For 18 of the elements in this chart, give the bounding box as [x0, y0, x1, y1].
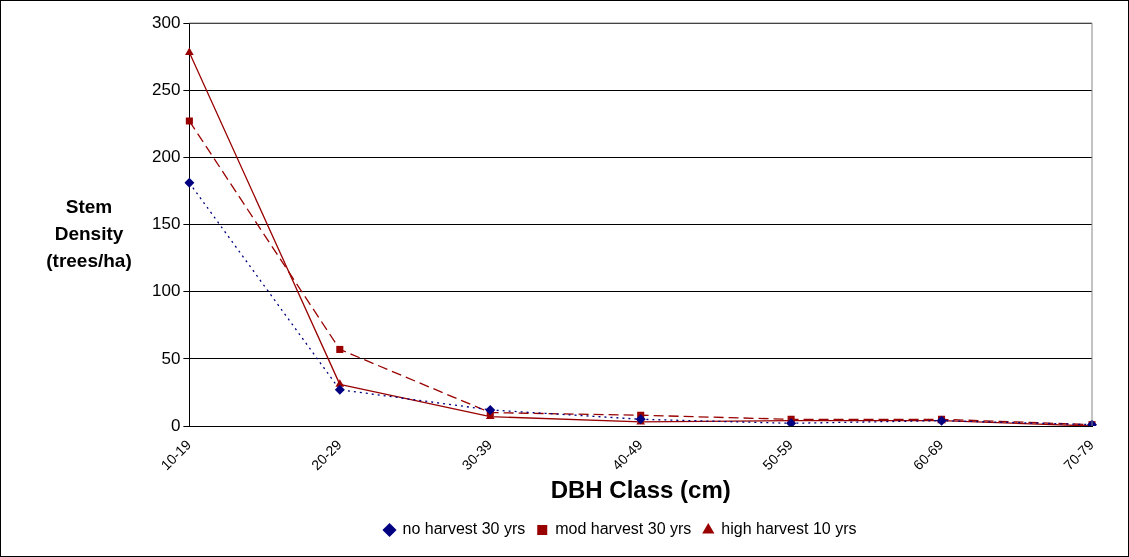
point [334, 384, 345, 395]
point [336, 345, 344, 353]
legend-label: mod harvest 30 yrs [555, 520, 692, 538]
legend-label: no harvest 30 yrs [402, 520, 526, 538]
y-tick-label: 300 [151, 12, 181, 32]
y-tick-label: 150 [151, 214, 181, 234]
y-axis-title: Stem Density (trees/ha) [45, 195, 133, 273]
point [185, 47, 194, 56]
point [184, 177, 195, 188]
y-tick-label: 0 [170, 415, 181, 435]
y-tick-label: 100 [151, 281, 181, 301]
legend-label: high harvest 10 yrs [721, 520, 857, 538]
y-tick-label: 200 [151, 147, 181, 167]
point [485, 404, 496, 415]
x-axis-title: DBH Class (cm) [550, 476, 731, 504]
point [185, 117, 193, 125]
y-tick-label: 50 [161, 348, 181, 368]
y-tick-label: 250 [151, 79, 181, 99]
